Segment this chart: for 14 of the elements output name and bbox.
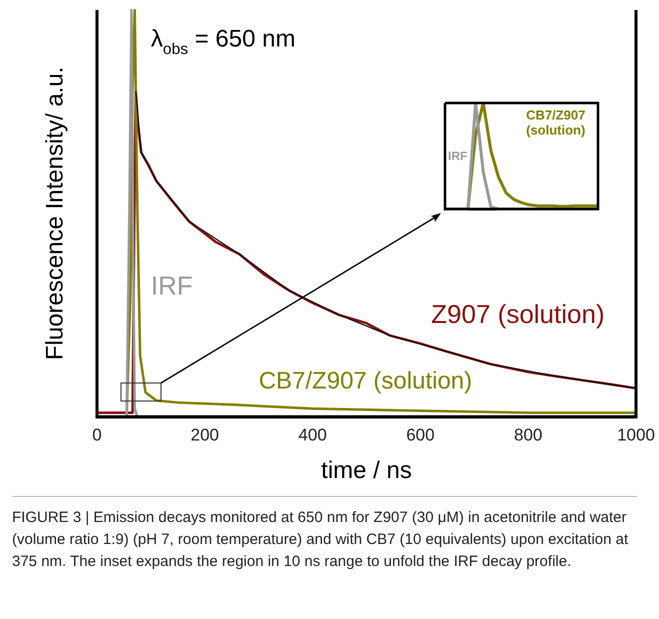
text: CB7/Z907 (solution) bbox=[526, 107, 586, 138]
y-axis-title: Fluorescence Intensity/ a.u. bbox=[42, 66, 69, 360]
x-tick-label: 400 bbox=[298, 426, 327, 445]
x-tick-label: 600 bbox=[406, 426, 435, 445]
x-tick-label: 800 bbox=[514, 426, 542, 445]
series-label: Z907 (solution) bbox=[431, 299, 605, 330]
series-label: IRF bbox=[448, 149, 468, 164]
series-label: IRF bbox=[150, 270, 193, 301]
series-label: CB7/Z907 (solution) bbox=[258, 368, 472, 395]
caption: FIGURE 3 | Emission decays monitored at 650 nm for Z907 (30 μM) in acetonitrile and water (volume ratio 1:9) (pH 7, room temperature) and with CB7 (10 equivalents) upon excitation at 375 nm. The inset expands the region in 10 ns range to unfold the IRF decay profile. bbox=[12, 496, 637, 573]
x-tick-label: 200 bbox=[190, 426, 219, 445]
x-axis-title: time / ns bbox=[321, 457, 412, 484]
x-tick-label: 1000 bbox=[617, 426, 655, 445]
x-tick-label: 0 bbox=[92, 426, 102, 445]
